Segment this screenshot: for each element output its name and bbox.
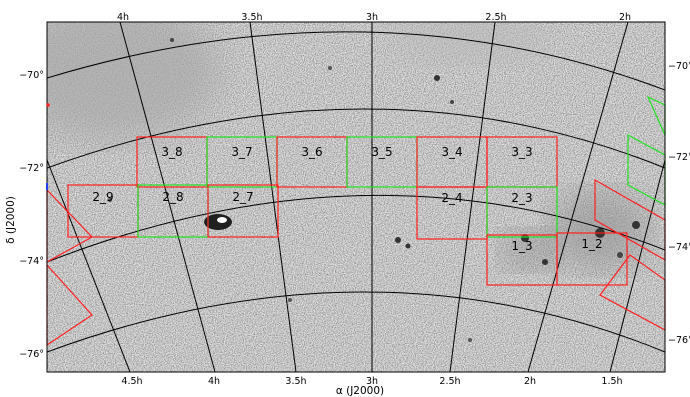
- bottom-ra-label-2h: 2h: [524, 376, 536, 387]
- ra-line-1.5h: [609, 159, 665, 372]
- bottom-ra-label-4.5h: 4.5h: [121, 376, 142, 387]
- edge-mark-red: [46, 103, 50, 107]
- right-dec-label-76: −76°: [668, 335, 690, 346]
- dec-line-72: [47, 108, 665, 169]
- right-dec-label-72: −72°: [668, 152, 690, 163]
- field-label-2_3: 2_3: [511, 191, 532, 205]
- ra-line-3.5h: [249, 22, 297, 372]
- top-ra-label-2h: 2h: [619, 12, 631, 23]
- hi-image: [47, 22, 665, 372]
- field-label-3_3: 3_3: [511, 145, 532, 159]
- dec-line-76: [47, 291, 665, 353]
- right-dec-tick-labels: −70° −72° −74° −76°: [668, 61, 690, 346]
- top-ra-label-4h: 4h: [117, 12, 129, 23]
- left-dec-label-76: −76°: [19, 349, 44, 360]
- right-dec-label-74: −74°: [668, 242, 690, 253]
- left-dec-label-70: −70°: [19, 70, 44, 81]
- field-label-3_5: 3_5: [371, 145, 392, 159]
- bottom-ra-label-3.5h: 3.5h: [285, 376, 306, 387]
- ra-line-2h: [527, 22, 629, 372]
- left-dec-label-72: −72°: [19, 163, 44, 174]
- top-ra-label-3.5h: 3.5h: [241, 12, 262, 23]
- field-label-2_8: 2_8: [162, 190, 183, 204]
- ra-line-4h: [119, 22, 216, 372]
- top-ra-label-3h: 3h: [366, 12, 378, 23]
- ra-line-4.5h: [47, 159, 131, 372]
- right-dec-label-70: −70°: [668, 61, 690, 72]
- left-dec-tick-labels: −70° −72° −74° −76°: [19, 70, 44, 360]
- field-label-3_6: 3_6: [301, 145, 322, 159]
- bottom-ra-label-4h: 4h: [208, 376, 220, 387]
- field-label-1_3: 1_3: [511, 239, 532, 253]
- left-dec-label-74: −74°: [19, 256, 44, 267]
- bottom-ra-tick-labels: 4.5h 4h 3.5h 3h 2.5h 2h 1.5h: [121, 376, 622, 387]
- field-label-3_7: 3_7: [231, 145, 252, 159]
- field-box-2_3: [486, 186, 558, 238]
- plot-frame: [46, 21, 666, 373]
- field-label-3_4: 3_4: [441, 145, 462, 159]
- field-label-3_8: 3_8: [161, 145, 182, 159]
- dec-line-70: [47, 31, 665, 91]
- bottom-ra-label-2.5h: 2.5h: [439, 376, 460, 387]
- coordinate-grid: [47, 22, 665, 372]
- top-ra-label-2.5h: 2.5h: [485, 12, 506, 23]
- field-label-2_7: 2_7: [232, 190, 253, 204]
- y-axis-title: δ (J2000): [5, 196, 17, 244]
- field-labels: 3_8 3_7 3_6 3_5 3_4 3_3 2_9 2_8 2_7 2_4 …: [92, 145, 602, 253]
- field-label-2_4: 2_4: [441, 191, 462, 205]
- bottom-ra-label-3h: 3h: [366, 376, 378, 387]
- x-axis-title: α (J2000): [336, 385, 384, 397]
- field-label-1_2: 1_2: [581, 237, 602, 251]
- field-label-2_9: 2_9: [92, 190, 113, 204]
- field-box-2_7: [207, 184, 279, 238]
- ra-line-2.5h: [449, 22, 496, 372]
- bottom-ra-label-1.5h: 1.5h: [601, 376, 622, 387]
- top-ra-tick-labels: 4h 3.5h 3h 2.5h 2h: [117, 12, 631, 23]
